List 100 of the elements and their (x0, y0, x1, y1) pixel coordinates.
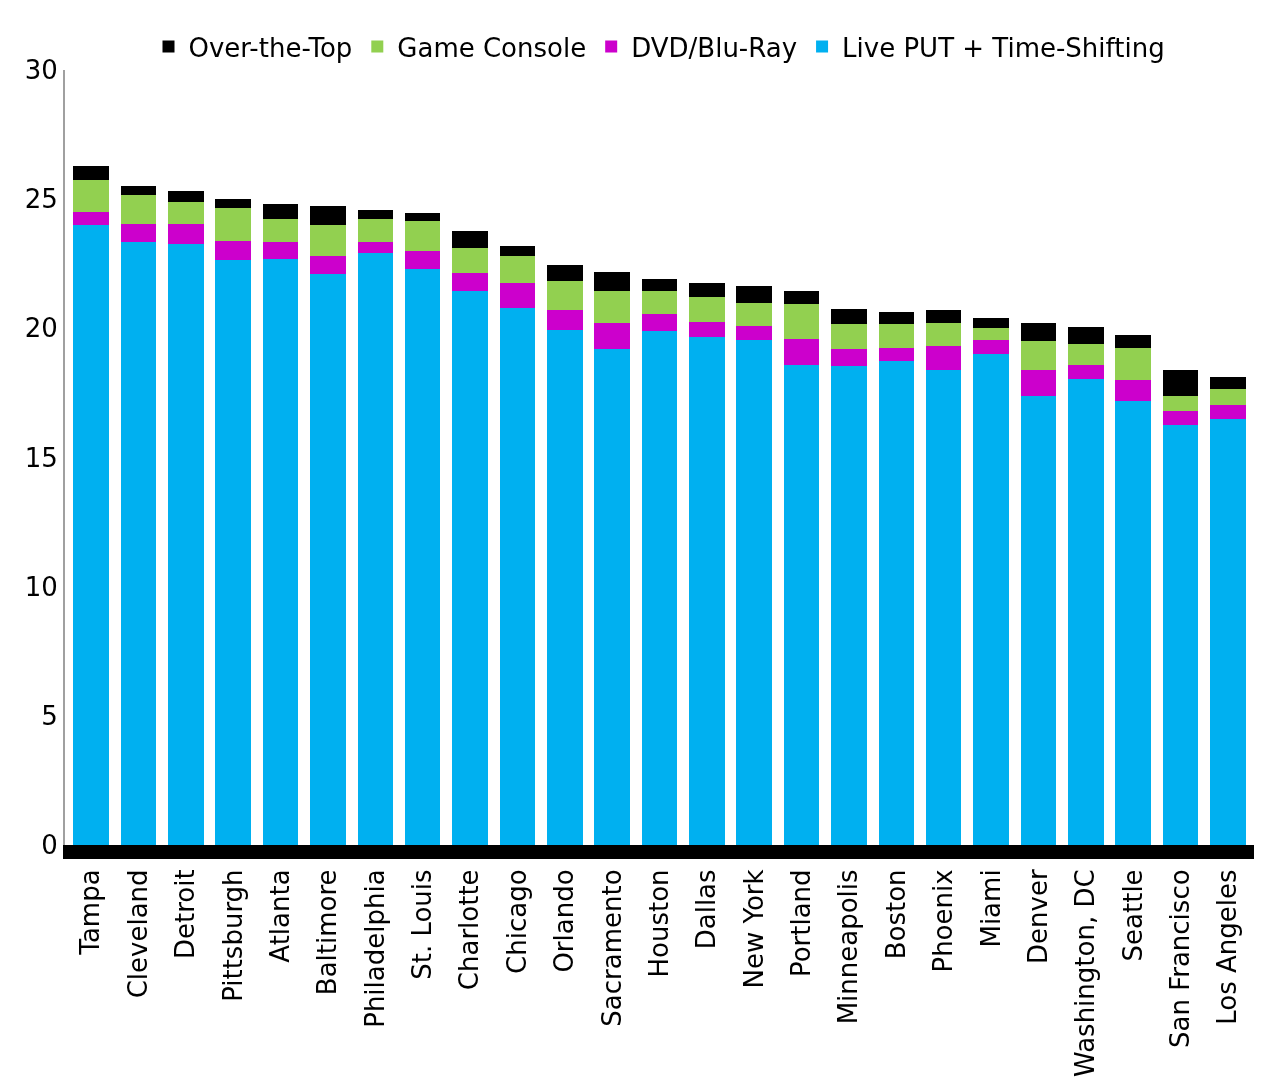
bar (310, 225, 346, 256)
bar (689, 283, 725, 298)
bar (1115, 334, 1151, 348)
bar (1162, 395, 1199, 411)
x-tick-label: Chicago (501, 869, 532, 974)
bar (404, 221, 441, 251)
bar (641, 314, 678, 331)
x-tick-label: Atlanta (264, 869, 295, 963)
bar (547, 310, 583, 330)
bar (1162, 425, 1199, 845)
bar (641, 290, 678, 315)
bar (689, 297, 725, 322)
bar (73, 165, 109, 180)
y-tick-label: 0 (41, 830, 58, 861)
bar (831, 324, 867, 349)
bar (1068, 378, 1104, 845)
bar (973, 318, 1009, 329)
bar (973, 354, 1009, 845)
bar (120, 241, 157, 845)
bar (452, 231, 488, 249)
y-tick-label: 15 (24, 442, 58, 473)
bar (641, 330, 678, 845)
bar (736, 339, 772, 845)
x-tick-label: Washington, DC (1070, 869, 1101, 1077)
bar (1162, 369, 1199, 396)
legend-label: DVD/Blu-Ray (631, 32, 798, 63)
bar (357, 241, 394, 254)
bar (1068, 364, 1104, 379)
bar (1068, 343, 1104, 365)
x-tick-label: Philadelphia (359, 869, 390, 1028)
bar (547, 265, 583, 281)
x-tick-label: Boston (880, 869, 911, 960)
bar (310, 256, 346, 275)
bar (215, 199, 251, 209)
bar (310, 274, 346, 845)
bar (925, 323, 962, 347)
bar (168, 223, 204, 245)
y-tick-label: 10 (24, 571, 58, 602)
y-tick-label: 30 (24, 55, 58, 86)
bar (215, 240, 251, 260)
bar (120, 195, 157, 224)
legend-label: Over-the-Top (188, 32, 353, 63)
bar (973, 328, 1009, 340)
bar (783, 290, 820, 304)
y-tick-label: 20 (24, 313, 58, 344)
bar (594, 290, 630, 324)
bar (357, 253, 394, 845)
bar (736, 285, 772, 303)
bar (168, 244, 204, 845)
bar (404, 213, 441, 222)
x-tick-label: Detroit (170, 869, 201, 960)
x-tick-label: Denver (1022, 869, 1053, 964)
bar (783, 338, 820, 365)
x-tick-label: Orlando (549, 869, 580, 973)
bar (689, 321, 725, 338)
bar (925, 346, 962, 370)
bar (831, 308, 867, 325)
x-tick-label: Sacramento (596, 869, 627, 1027)
x-tick-label: Baltimore (312, 869, 343, 996)
bar (1020, 323, 1057, 342)
bar (783, 364, 820, 845)
bar (925, 310, 962, 324)
x-tick-label: Miami (975, 869, 1006, 948)
x-tick-label: San Francisco (1165, 869, 1196, 1049)
bar (215, 208, 251, 241)
bar (262, 218, 299, 242)
bar (73, 225, 109, 845)
bar (973, 339, 1009, 355)
bar (1115, 347, 1151, 380)
x-tick-label: Minneapolis (833, 869, 864, 1025)
x-tick-label: Cleveland (122, 869, 153, 999)
bar (452, 290, 488, 845)
bar (452, 272, 488, 291)
bar (262, 241, 299, 259)
bar (499, 245, 536, 256)
bar (547, 329, 583, 845)
bar (736, 302, 772, 326)
bar (1210, 377, 1246, 390)
bar (215, 259, 251, 845)
bar (404, 268, 441, 845)
bar (1020, 369, 1057, 396)
x-tick-label: Houston (643, 869, 674, 978)
x-tick-label: Charlotte (454, 869, 485, 991)
bar (73, 212, 109, 225)
bar (878, 311, 915, 325)
bar (641, 279, 678, 291)
bar (878, 324, 915, 348)
x-tick-label: Seattle (1117, 869, 1148, 962)
legend-label: Live PUT + Time-Shifting (842, 32, 1165, 63)
bar (452, 248, 488, 273)
bar (689, 337, 725, 845)
bar (499, 307, 536, 845)
bar (1115, 380, 1151, 401)
bar (357, 218, 394, 242)
bar (1210, 389, 1246, 405)
y-tick-label: 5 (41, 700, 58, 731)
bar (594, 271, 630, 291)
bar (831, 365, 867, 845)
x-tick-label: Dallas (691, 869, 722, 950)
bar (1020, 395, 1057, 845)
